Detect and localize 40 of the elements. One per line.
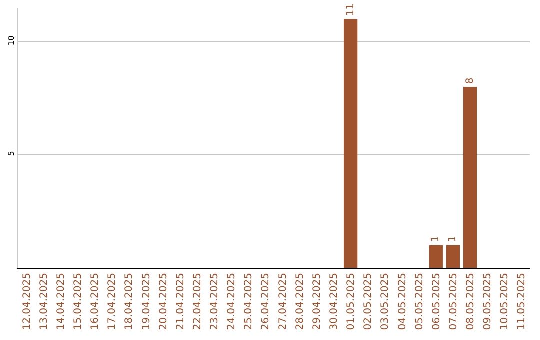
x-tick-label: 19.04.2025 xyxy=(141,273,152,330)
x-tick-label: 08.05.2025 xyxy=(466,273,477,330)
x-tick-label: 01.05.2025 xyxy=(346,273,358,330)
x-tick-label: 23.04.2025 xyxy=(210,273,221,330)
x-tick-label: 06.05.2025 xyxy=(431,273,442,330)
x-tick-label: 18.04.2025 xyxy=(124,273,136,330)
x-tick-label: 26.04.2025 xyxy=(260,273,272,330)
data-label: 1 xyxy=(430,236,442,242)
data-label: 11 xyxy=(345,4,356,16)
x-tick-label: 20.04.2025 xyxy=(158,273,170,330)
x-tick-label: 16.04.2025 xyxy=(90,273,102,330)
x-tick-label: 07.05.2025 xyxy=(448,273,460,330)
x-tick-label: 09.05.2025 xyxy=(482,273,494,330)
y-tick-label: 5 xyxy=(6,151,16,156)
bar xyxy=(446,245,460,268)
x-tick-label: 02.05.2025 xyxy=(363,273,374,330)
bar xyxy=(344,19,358,268)
x-tick-label: 24.04.2025 xyxy=(226,273,238,330)
x-tick-label: 29.04.2025 xyxy=(312,273,323,330)
data-label: 1 xyxy=(448,236,459,242)
x-tick-label: 10.05.2025 xyxy=(500,273,511,330)
x-tick-label: 04.05.2025 xyxy=(397,273,408,330)
x-tick-label: 17.04.2025 xyxy=(107,273,118,330)
x-tick-label: 25.04.2025 xyxy=(244,273,255,330)
x-tick-label: 11.05.2025 xyxy=(516,273,528,330)
x-tick-label: 22.04.2025 xyxy=(192,273,204,330)
x-tick-label: 14.04.2025 xyxy=(56,273,67,330)
y-tick-label: 10 xyxy=(6,36,16,46)
x-tick-label: 30.04.2025 xyxy=(328,273,340,330)
x-tick-label: 15.04.2025 xyxy=(72,273,84,330)
x-tick-label: 13.04.2025 xyxy=(38,273,50,330)
x-tick-label: 28.04.2025 xyxy=(294,273,306,330)
data-label: 8 xyxy=(464,78,476,84)
bar xyxy=(463,87,478,268)
x-tick-label: 12.04.2025 xyxy=(22,273,33,330)
bar xyxy=(429,245,443,268)
x-tick-label: 05.05.2025 xyxy=(414,273,426,330)
x-tick-label: 03.05.2025 xyxy=(380,273,392,330)
x-tick-label: 27.04.2025 xyxy=(278,273,289,330)
x-tick-label: 21.04.2025 xyxy=(175,273,186,330)
